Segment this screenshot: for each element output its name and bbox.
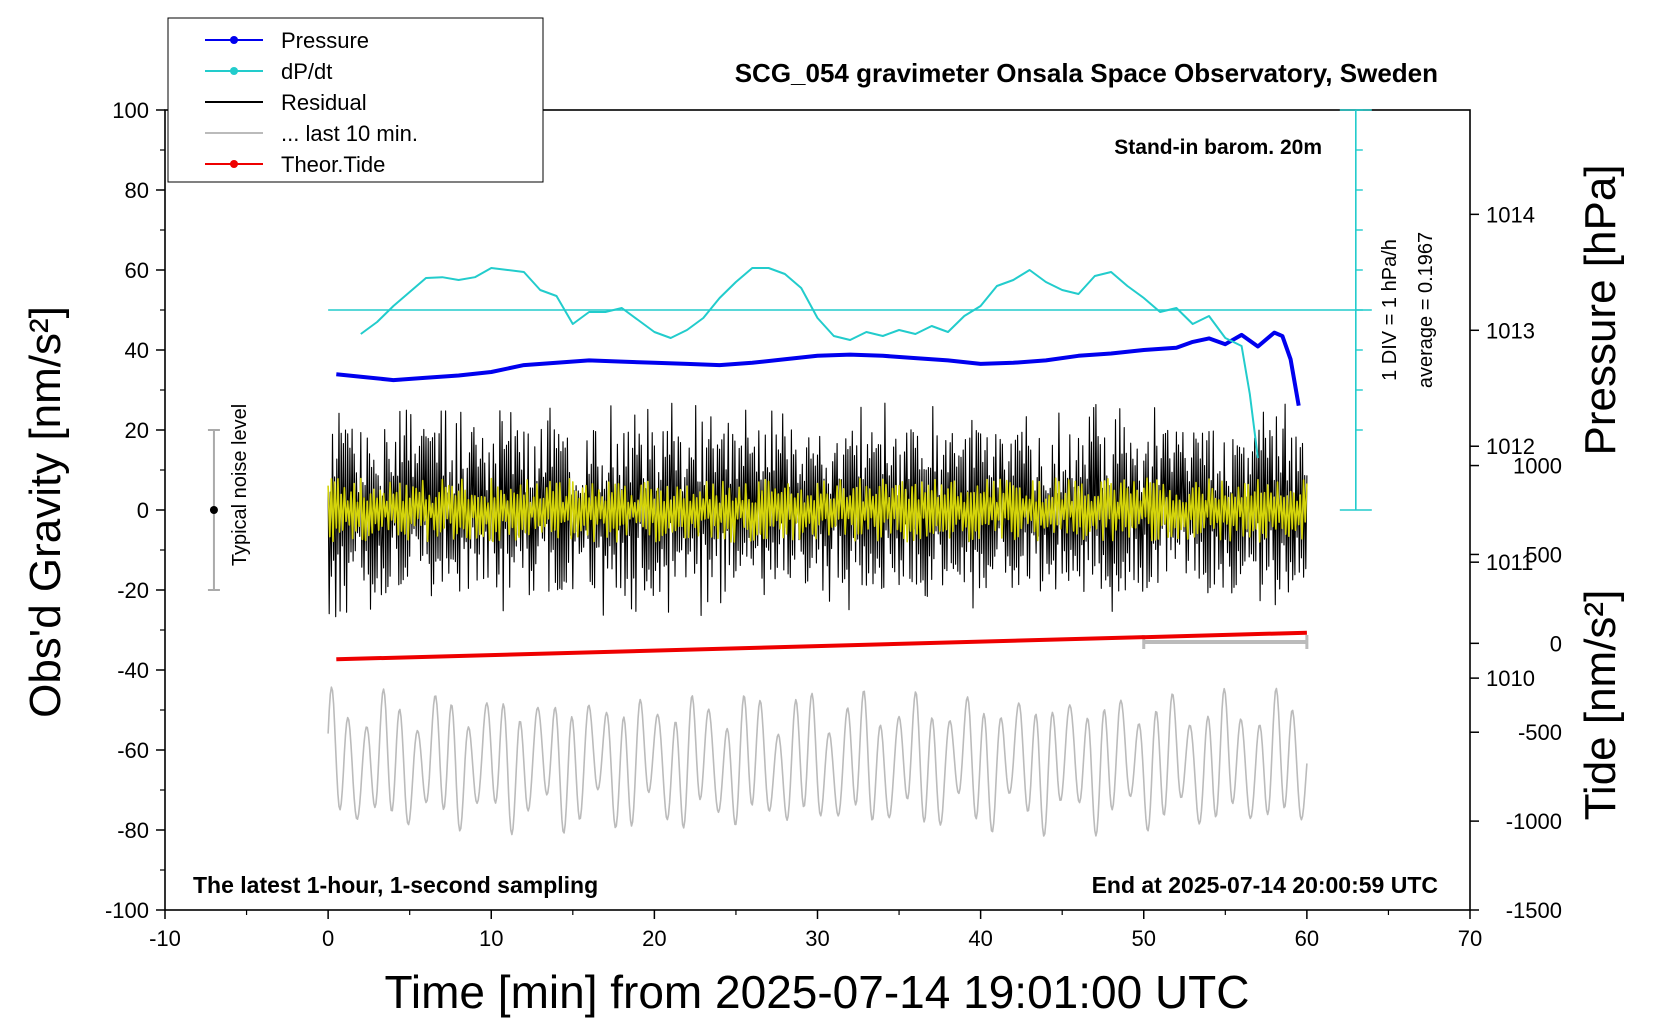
tide-tick-label: -1500	[1506, 898, 1562, 923]
y-tick-label: 40	[125, 338, 149, 363]
legend-marker	[230, 67, 238, 75]
tide-tick-label: 500	[1525, 542, 1562, 567]
x-tick-label: 10	[479, 926, 503, 951]
last10-series-line	[327, 686, 1308, 837]
legend-box	[167, 17, 544, 183]
tide-tick-label: 1000	[1513, 454, 1562, 479]
legend-marker	[230, 160, 238, 168]
dpdt-div-label: 1 DIV = 1 hPa/h	[1379, 239, 1401, 381]
legend-marker	[230, 36, 238, 44]
noise-level-label: Typical noise level	[229, 404, 251, 566]
legend-label: Theor.Tide	[281, 152, 385, 177]
pressure-axis-label: Pressure [hPa]	[1576, 164, 1625, 455]
x-axis-label: Time [min] from 2025-07-14 19:01:00 UTC	[385, 966, 1250, 1018]
x-tick-label: 50	[1132, 926, 1156, 951]
y-tick-label: 60	[125, 258, 149, 283]
tide-axis-label: Tide [nm/s²]	[1576, 590, 1625, 821]
pressure-tick-label: 1011	[1486, 550, 1533, 575]
legend-label: dP/dt	[281, 59, 332, 84]
y-tick-label: -40	[117, 658, 149, 683]
pressure-tick-label: 1012	[1486, 434, 1535, 459]
legend-label: Residual	[281, 90, 367, 115]
pressure-tick-label: 1010	[1486, 666, 1535, 691]
y-tick-label: -100	[105, 898, 149, 923]
y-tick-label: 0	[137, 498, 149, 523]
y-tick-label: -60	[117, 738, 149, 763]
x-tick-label: 60	[1295, 926, 1319, 951]
pressure-tick-label: 1014	[1486, 202, 1535, 227]
footer-right-label: End at 2025-07-14 20:00:59 UTC	[1092, 872, 1438, 898]
x-tick-label: 20	[642, 926, 666, 951]
theor-tide-series-line	[336, 630, 1307, 662]
x-tick-label: -10	[149, 926, 181, 951]
x-tick-label: 0	[322, 926, 334, 951]
y-tick-label: 100	[112, 98, 149, 123]
noise-bar-center	[209, 506, 218, 514]
legend: Pressure dP/dt Residual ... last 10 min. The…	[167, 17, 544, 183]
chart-marks: -10 0 10 20 30 40 50 60 70-100-80-60-40-20020406…	[105, 98, 1562, 951]
x-tick-label: 70	[1458, 926, 1482, 951]
tide-tick-label: -500	[1518, 720, 1562, 745]
legend-items: Pressure dP/dt Residual ... last 10 min. The…	[205, 28, 418, 177]
dpdt-average-label: average = 0.1967	[1415, 232, 1437, 388]
tide-tick-label: -1000	[1506, 809, 1562, 834]
legend-label: ... last 10 min.	[281, 121, 418, 146]
y-tick-label: 80	[125, 178, 149, 203]
station-note: Stand-in barom. 20m	[1114, 136, 1322, 159]
pressure-tick-label: 1013	[1486, 318, 1535, 343]
legend-label: Pressure	[281, 28, 369, 53]
y-axis-label: Obs'd Gravity [nm/s²]	[21, 306, 70, 718]
dp-dt-series-line	[360, 267, 1259, 459]
y-tick-label: 20	[125, 418, 149, 443]
smoothed-residual-series-line	[327, 477, 1308, 543]
x-tick-label: 30	[805, 926, 829, 951]
chart-title: SCG_054 gravimeter Onsala Space Observat…	[735, 58, 1438, 88]
pressure-series-line	[336, 330, 1301, 407]
footer-left-label: The latest 1-hour, 1-second sampling	[193, 872, 598, 898]
y-tick-label: -20	[117, 578, 149, 603]
x-tick-label: 40	[968, 926, 992, 951]
y-tick-label: -80	[117, 818, 149, 843]
tide-tick-label: 0	[1550, 631, 1562, 656]
